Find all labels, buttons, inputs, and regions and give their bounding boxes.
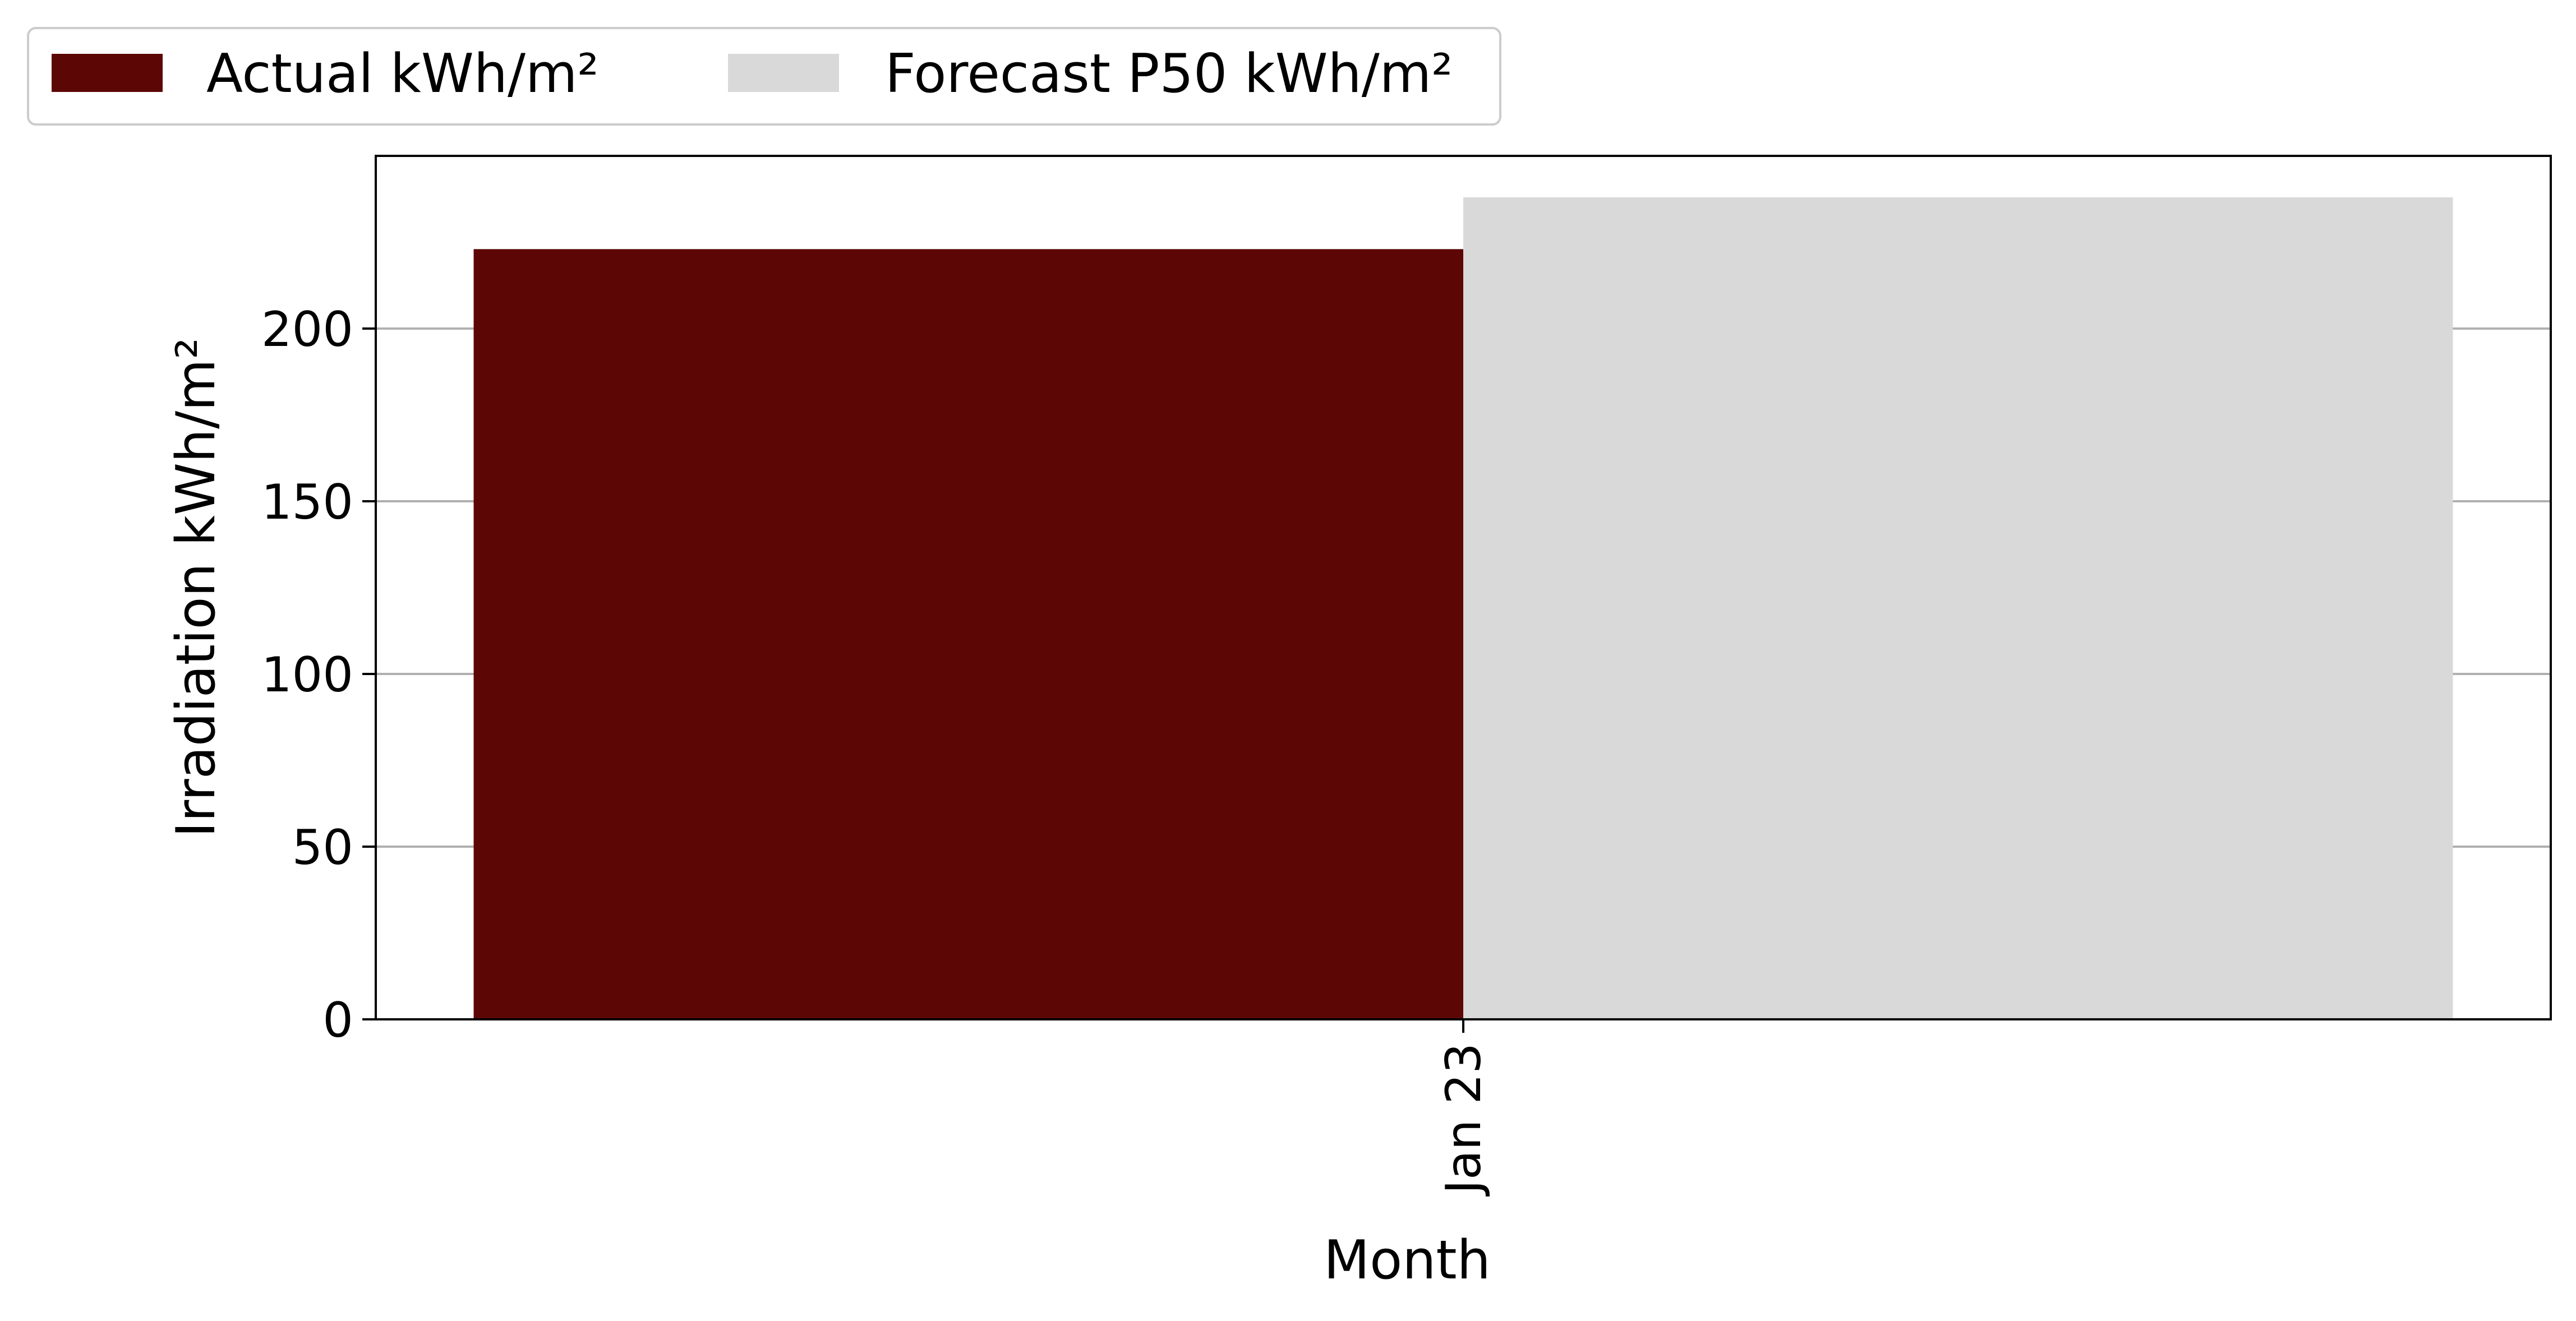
bar-actual xyxy=(473,249,1463,1019)
legend-label-actual: Actual kWh/m² xyxy=(206,43,599,105)
legend: Actual kWh/m² Forecast P50 kWh/m² xyxy=(27,27,1501,126)
x-axis-label: Month xyxy=(1324,1230,1491,1291)
y-tick-label: 50 xyxy=(292,820,353,876)
y-tick-label: 100 xyxy=(261,647,353,703)
y-tick-label: 200 xyxy=(261,302,353,358)
y-tick-label: 150 xyxy=(261,474,353,530)
y-axis-label: Irradiation kWh/m² xyxy=(165,338,227,838)
x-tick-label: Jan 23 xyxy=(1436,1043,1492,1197)
legend-swatch-forecast xyxy=(728,54,839,92)
bars xyxy=(473,197,2453,1019)
legend-label-forecast: Forecast P50 kWh/m² xyxy=(885,43,1453,105)
y-tick-label: 0 xyxy=(322,992,353,1049)
axis-ticks: 0 50 100 150 200 Jan 23 xyxy=(261,302,1492,1197)
bar-forecast xyxy=(1463,197,2453,1019)
legend-swatch-actual xyxy=(52,54,163,92)
